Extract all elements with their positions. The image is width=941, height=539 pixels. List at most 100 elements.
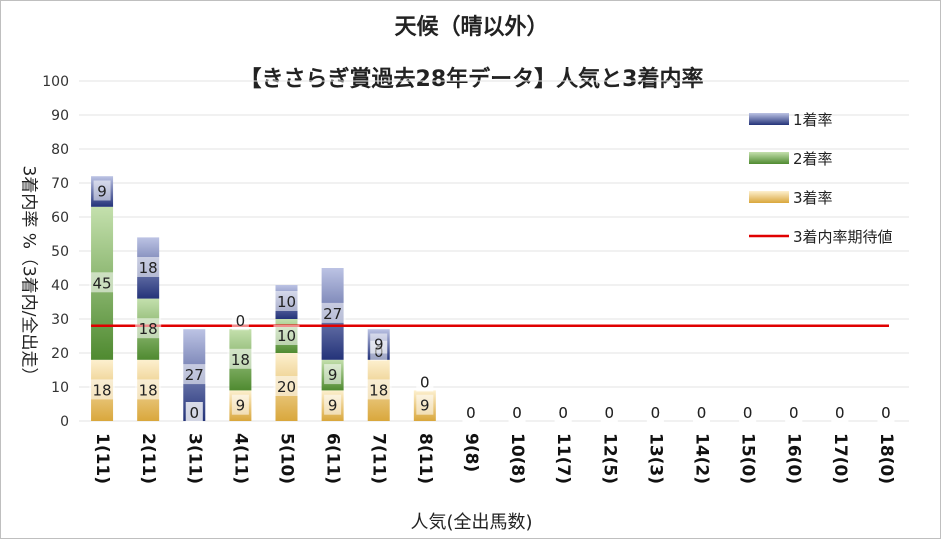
data-label-bg (89, 379, 116, 400)
y-tick-label: 50 (51, 244, 69, 260)
data-label: 18 (93, 381, 112, 399)
data-label-bg (231, 310, 249, 331)
data-label-bg (273, 325, 300, 345)
y-tick-label: 10 (51, 380, 69, 396)
x-tick-label: 13(3) (645, 433, 665, 484)
x-tick-label: 6(11) (323, 433, 343, 484)
data-label-bg (365, 379, 392, 400)
data-label: 9 (97, 183, 107, 201)
x-tick-label: 10(8) (507, 433, 527, 484)
data-label: 0 (512, 404, 522, 422)
data-label-bg (227, 348, 254, 369)
chart-subtitle: 【きさらぎ賞過去28年データ】人気と3着内率 (239, 67, 704, 92)
data-label: 0 (420, 373, 430, 391)
data-label-bg (600, 402, 618, 422)
data-label-bg (877, 402, 895, 422)
y-tick-label: 20 (51, 346, 69, 362)
x-axis-label: 人気(全出馬数) (410, 512, 533, 533)
data-label-bg (273, 376, 300, 396)
data-label: 18 (231, 351, 250, 369)
data-label: 0 (789, 404, 799, 422)
data-label: 10 (277, 327, 296, 345)
data-label: 0 (651, 404, 661, 422)
x-tick-label: 16(0) (784, 433, 804, 484)
y-tick-label: 40 (51, 278, 69, 294)
data-label: 27 (323, 305, 342, 323)
y-tick-label: 80 (51, 142, 69, 158)
data-label: 9 (374, 336, 384, 354)
x-tick-label: 1(11) (92, 433, 112, 484)
data-label: 27 (185, 366, 204, 384)
data-label-bg (554, 402, 572, 422)
data-label-bg (93, 180, 111, 201)
data-label: 45 (93, 274, 112, 292)
data-label-bg (273, 291, 300, 311)
data-label: 18 (369, 381, 388, 399)
y-tick-label: 90 (51, 108, 69, 124)
data-label-bg (231, 394, 249, 415)
y-tick-label: 100 (42, 74, 69, 90)
data-label-bg (89, 272, 116, 293)
data-label: 20 (277, 378, 296, 396)
data-label-bg (646, 402, 664, 422)
y-tick-label: 70 (51, 176, 69, 192)
data-label-bg (135, 257, 162, 277)
data-label: 9 (420, 397, 430, 415)
legend-label: 3着率 (793, 189, 833, 207)
x-tick-label: 7(11) (369, 433, 389, 484)
x-tick-label: 4(11) (230, 433, 250, 484)
data-label: 18 (139, 259, 158, 277)
data-label-bg (135, 318, 162, 339)
x-tick-label: 12(5) (599, 433, 619, 484)
legend-label: 1着率 (793, 111, 833, 129)
data-label-bg (324, 364, 342, 385)
y-tick-label: 60 (51, 210, 69, 226)
data-label: 0 (558, 404, 568, 422)
legend-swatch (749, 152, 789, 164)
data-label: 18 (139, 320, 158, 338)
x-tick-label: 5(10) (277, 433, 297, 484)
x-tick-label: 18(0) (876, 433, 896, 484)
data-label-bg (370, 333, 388, 354)
x-tick-label: 14(2) (692, 433, 712, 484)
y-tick-label: 30 (51, 312, 69, 328)
data-label: 9 (328, 397, 338, 415)
data-label-bg (785, 402, 803, 422)
data-label-bg (831, 402, 849, 422)
data-label: 0 (835, 404, 845, 422)
x-tick-label: 15(0) (738, 433, 758, 484)
legend-label: 2着率 (793, 150, 833, 168)
data-label: 9 (236, 397, 246, 415)
data-label-bg (319, 302, 346, 323)
chart-title: 天候（晴以外） (394, 15, 549, 40)
data-label: 0 (236, 312, 246, 330)
legend-label: 3着内率期待値 (793, 228, 893, 246)
data-label-bg (693, 402, 710, 422)
data-label-bg (324, 394, 342, 415)
data-label: 0 (605, 404, 615, 422)
x-tick-label: 2(11) (138, 433, 158, 484)
x-tick-label: 11(7) (553, 433, 573, 484)
data-label-bg (181, 364, 208, 385)
data-label-bg (739, 402, 757, 422)
x-tick-label: 9(8) (461, 433, 481, 472)
data-label: 0 (190, 404, 200, 422)
x-tick-label: 3(11) (184, 433, 204, 484)
data-label: 9 (328, 366, 338, 384)
data-label-bg (508, 402, 526, 422)
legend-swatch (749, 191, 789, 203)
data-label: 0 (466, 404, 476, 422)
x-tick-label: 8(11) (415, 433, 435, 484)
data-label: 18 (139, 381, 158, 399)
data-label-bg (135, 379, 162, 400)
data-label-bg (416, 371, 434, 392)
data-label: 0 (743, 404, 753, 422)
data-label-bg (185, 402, 203, 422)
data-label-bg (462, 402, 480, 422)
x-tick-label: 17(0) (830, 433, 850, 484)
legend-swatch (749, 113, 789, 125)
data-label-bg (416, 394, 434, 415)
y-tick-label: 0 (60, 414, 69, 430)
